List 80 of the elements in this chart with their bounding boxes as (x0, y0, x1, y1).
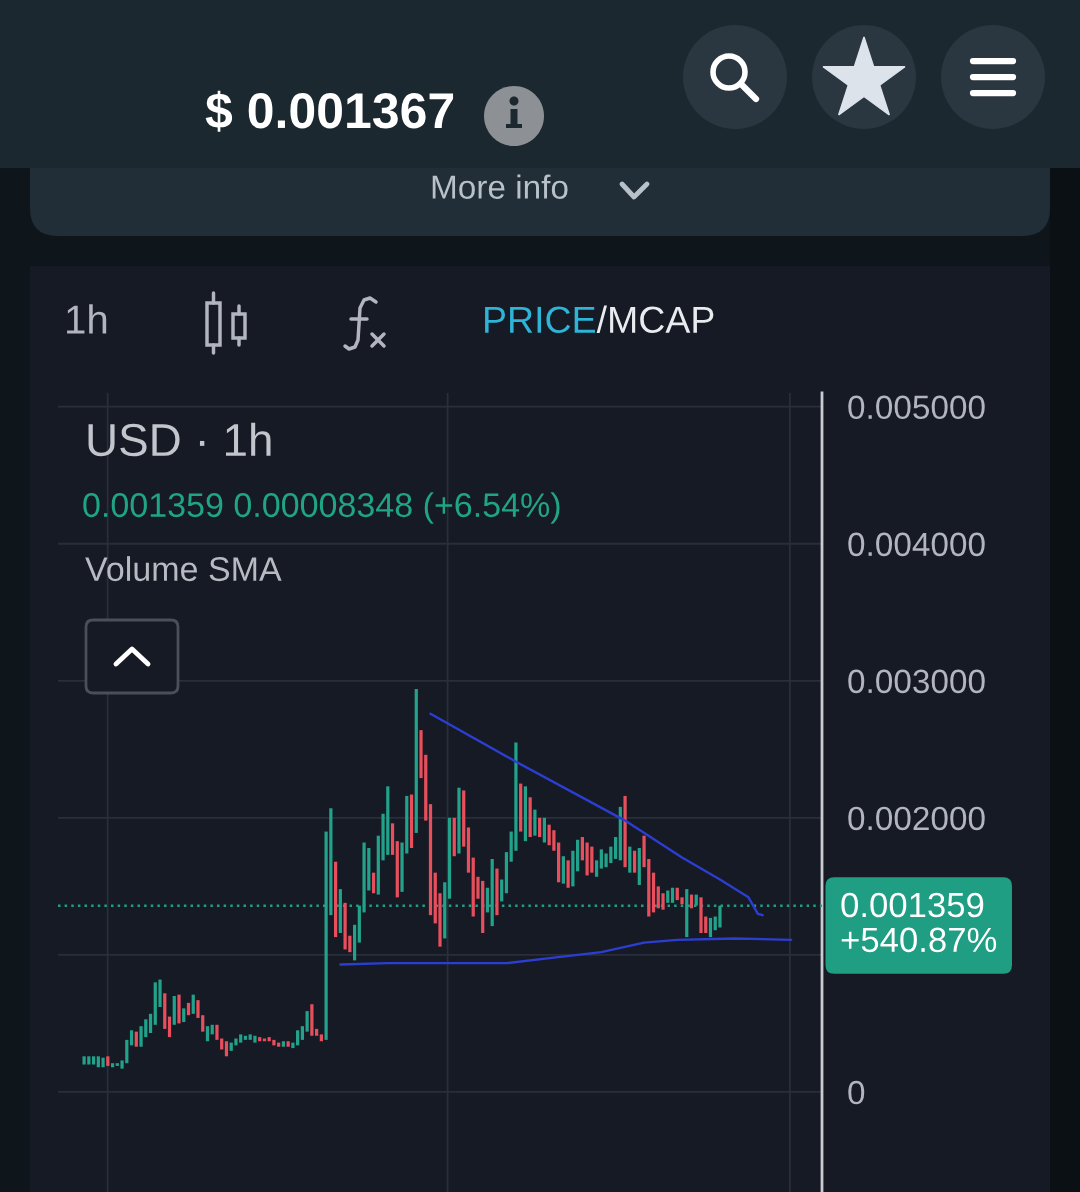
candlestick (542, 817, 547, 843)
text: $ 0.001367 (205, 90, 454, 132)
candlestick (447, 817, 452, 899)
candlestick (571, 850, 575, 887)
candlestick (523, 786, 528, 842)
candlestick (628, 846, 632, 873)
y-tick-label: 0 (848, 1080, 865, 1105)
candlestick (538, 817, 542, 838)
candlestick (167, 1016, 172, 1038)
candlestick (414, 689, 418, 833)
annotation: Volume SMA (85, 556, 282, 582)
candlestick (243, 1035, 248, 1040)
candlestick (163, 993, 167, 1029)
y-tick-label: 0.003000 (848, 669, 985, 694)
y-tick-label: 0.004000 (848, 532, 985, 557)
candlestick (319, 1034, 323, 1042)
candlestick (670, 887, 675, 903)
candlestick (352, 924, 357, 961)
candlestick (82, 1056, 86, 1065)
candlestick (699, 897, 703, 933)
line-series (339, 937, 793, 966)
text: /MCAP (596, 305, 714, 334)
candlestick (651, 872, 656, 913)
candlestick (315, 1028, 319, 1036)
candlestick (371, 872, 376, 894)
candlestick (106, 1056, 110, 1066)
candlestick (91, 1056, 96, 1065)
candlestick (632, 850, 637, 873)
candlestick (205, 1026, 210, 1042)
candlestick (177, 994, 181, 1024)
candlestick (428, 804, 433, 916)
candlestick (148, 1013, 153, 1034)
candlestick (613, 837, 618, 859)
text: More info (432, 174, 568, 199)
text: 1h (67, 304, 107, 334)
candlestick (561, 856, 565, 884)
candlestick (576, 839, 580, 872)
y-tick-label: 0.005000 (848, 395, 985, 420)
candlestick (186, 1002, 191, 1016)
candlestick (281, 1041, 286, 1047)
candlestick (224, 1041, 229, 1057)
text: USD · 1h (88, 422, 271, 457)
candlestick (462, 790, 466, 847)
candlestick (390, 823, 395, 855)
candlestick (333, 861, 338, 938)
candlestick (594, 860, 599, 877)
y-tick-label: 0.002000 (848, 806, 985, 831)
annotation: 0.001359 0.00008348 (+6.54%) (83, 492, 560, 524)
candlestick (519, 783, 523, 832)
candlestick (258, 1037, 262, 1042)
candlestick (101, 1057, 105, 1068)
candlestick (172, 996, 176, 1025)
candlestick (182, 1008, 186, 1023)
candlestick (310, 1004, 314, 1036)
candlestick (191, 994, 195, 1014)
candlestick (134, 1031, 138, 1047)
candlestick (129, 1030, 134, 1046)
candlestick (708, 917, 713, 938)
candlestick (395, 841, 399, 898)
candlestick (253, 1035, 257, 1043)
candlestick (533, 809, 537, 836)
candlestick (300, 1026, 304, 1040)
candlestick (343, 902, 347, 950)
candlestick (110, 1063, 115, 1068)
candlestick (409, 794, 414, 849)
text: PRICE (485, 306, 595, 334)
candlestick (504, 852, 509, 894)
candlestick (452, 817, 456, 857)
candlestick (637, 848, 641, 886)
ref-line-label: 0.001359 +540.87% (841, 892, 997, 953)
candlestick (466, 827, 471, 873)
candlestick (566, 860, 570, 888)
candlestick (457, 787, 461, 854)
candlestick (528, 797, 532, 838)
candlestick (272, 1039, 276, 1046)
candlestick (305, 1011, 309, 1032)
line-series (429, 712, 764, 917)
candlestick (623, 795, 627, 868)
candlestick (495, 868, 499, 916)
candlestick (286, 1041, 290, 1047)
